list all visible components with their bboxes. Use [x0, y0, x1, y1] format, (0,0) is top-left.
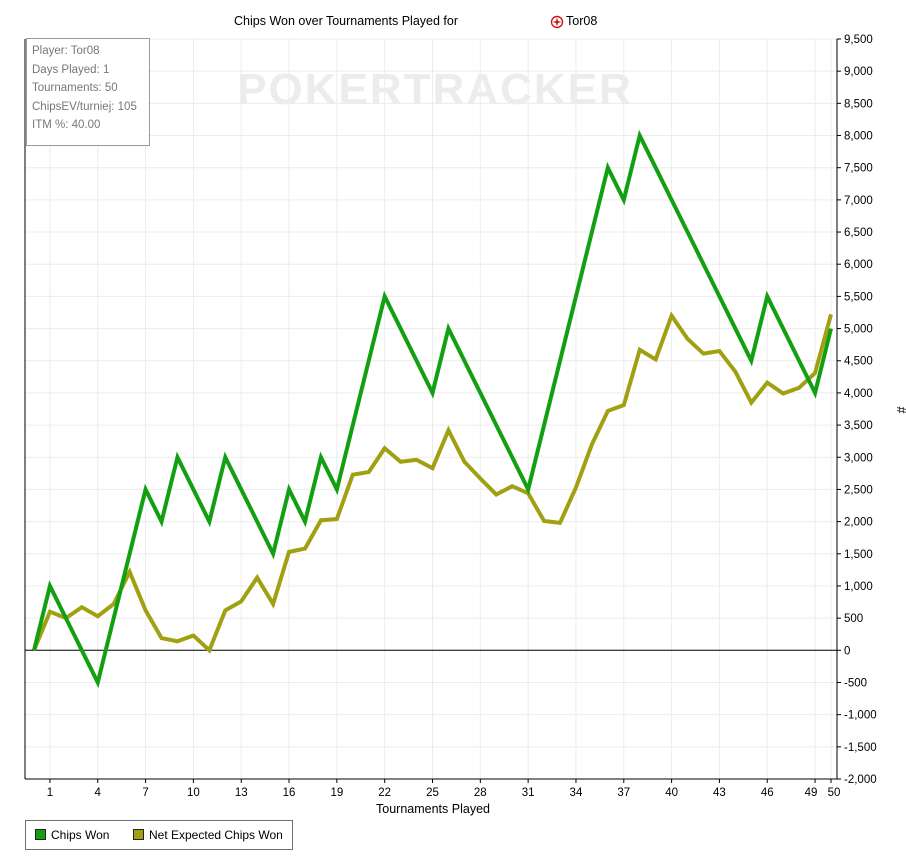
y-tick-label: 4,000: [844, 388, 873, 400]
y-tick-label: 4,500: [844, 356, 873, 368]
grid: [25, 38, 837, 780]
x-tick-label: 50: [828, 787, 841, 799]
x-tick-label: 22: [378, 787, 391, 799]
x-axis: 1 4 7 10 13 16 19 22 25 28 31 34 37 40 43 46 49 50: [47, 779, 841, 799]
y-tick-label: 8,500: [844, 98, 873, 110]
x-tick-label: 19: [330, 787, 343, 799]
plot-frame: [24, 39, 838, 780]
x-axis-label: Tournaments Played: [376, 802, 490, 816]
pokerstars-icon: [550, 15, 564, 29]
y-tick-label: 7,000: [844, 195, 873, 207]
x-tick-label: 4: [95, 787, 102, 799]
x-tick-label: 10: [187, 787, 200, 799]
legend-label: Net Expected Chips Won: [149, 828, 283, 842]
y-tick-label: 6,500: [844, 227, 873, 239]
y-tick-label: -2,000: [844, 774, 877, 786]
y-tick-label: 1,500: [844, 549, 873, 561]
x-tick-label: 34: [570, 787, 583, 799]
info-player: Player: Tor08: [32, 45, 100, 57]
info-days-played: Days Played: 1: [32, 63, 110, 76]
player-name: Tor08: [566, 14, 597, 28]
y-tick-label: 5,000: [844, 324, 873, 336]
y-tick-label: 3,500: [844, 420, 873, 432]
watermark: POKERTRACKER: [237, 65, 633, 114]
y-axis: -2,000 -1,500 -1,000 -500 0 500 1,000 1,500 2,00…: [837, 34, 877, 786]
series-line-net-expected-chips-won: [32, 311, 833, 654]
chart-title: Chips Won over Tournaments Played for To…: [234, 14, 597, 29]
x-tick-label: 46: [761, 787, 774, 799]
x-tick-label: 40: [665, 787, 678, 799]
y-tick-label: 1,000: [844, 581, 873, 593]
info-tournaments: Tournaments: 50: [32, 82, 118, 94]
x-tick-label: 37: [617, 787, 630, 799]
legend-swatch-net-expected: [133, 829, 144, 840]
x-tick-label: 1: [47, 787, 53, 799]
y-tick-label: -500: [844, 677, 867, 689]
y-tick-label: 3,000: [844, 452, 873, 464]
y-tick-label: -1,000: [844, 710, 877, 722]
y-tick-label: 0: [844, 645, 850, 657]
y-tick-label: 2,500: [844, 484, 873, 496]
y-tick-label: -1,500: [844, 742, 877, 754]
info-chips-ev: ChipsEV/turniej: 105: [32, 100, 137, 113]
y-tick-label: 500: [844, 613, 863, 625]
y-tick-label: 2,000: [844, 517, 873, 529]
legend-item-chips-won[interactable]: Chips Won: [35, 829, 109, 842]
y-tick-label: 6,000: [844, 259, 873, 271]
y-tick-label: 8,000: [844, 131, 873, 143]
legend: Chips Won Net Expected Chips Won: [25, 820, 293, 850]
title-text: Chips Won over Tournaments Played for: [234, 14, 458, 28]
x-tick-label: 28: [474, 787, 487, 799]
x-tick-label: 43: [713, 787, 726, 799]
y-tick-label: 9,500: [844, 34, 873, 46]
info-itm: ITM %: 40.00: [32, 119, 101, 131]
x-tick-label: 16: [283, 787, 296, 799]
x-tick-label: 13: [235, 787, 248, 799]
legend-label: Chips Won: [51, 828, 110, 842]
y-axis-label: #: [894, 407, 906, 414]
x-tick-label: 31: [522, 787, 535, 799]
x-tick-label: 49: [805, 787, 818, 799]
y-tick-label: 9,000: [844, 66, 873, 78]
series-line-chips-won: [32, 129, 833, 689]
legend-swatch-chips-won: [35, 829, 46, 840]
legend-item-net-expected[interactable]: Net Expected Chips Won: [133, 829, 283, 842]
y-tick-label: 5,500: [844, 291, 873, 303]
player-info-box: Player: Tor08 Days Played: 1 Tournaments…: [26, 38, 150, 146]
series-lines: [32, 129, 833, 689]
y-tick-label: 7,500: [844, 163, 873, 175]
x-tick-label: 25: [426, 787, 439, 799]
x-tick-label: 7: [142, 787, 148, 799]
